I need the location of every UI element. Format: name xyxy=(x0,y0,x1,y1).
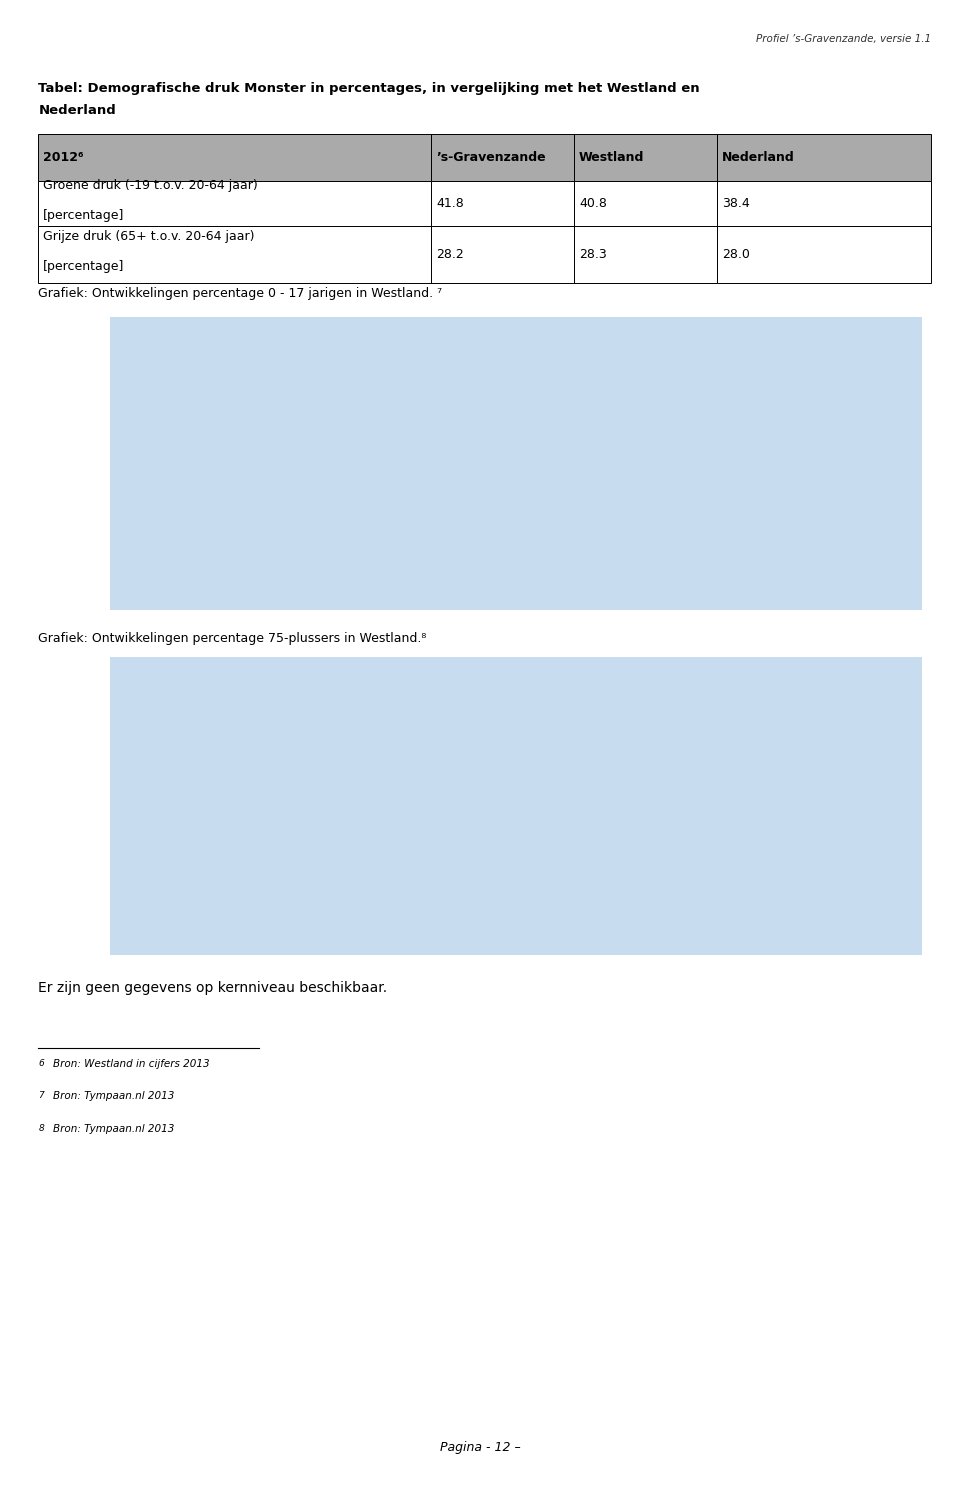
Text: Nederland: Nederland xyxy=(38,104,116,117)
Text: 40.8: 40.8 xyxy=(579,198,607,210)
Text: Grafiek: Ontwikkelingen percentage 0 - 17 jarigen in Westland. ⁷: Grafiek: Ontwikkelingen percentage 0 - 1… xyxy=(38,287,443,300)
Text: 6: 6 xyxy=(38,1059,44,1068)
Text: Tabel: Demografische druk Monster in percentages, in vergelijking met het Westla: Tabel: Demografische druk Monster in per… xyxy=(38,82,700,95)
Text: Westland: Westland xyxy=(579,152,644,164)
Text: Grafiek: Ontwikkelingen percentage 75-plussers in Westland.⁸: Grafiek: Ontwikkelingen percentage 75-pl… xyxy=(38,632,427,645)
Text: [percentage]: [percentage] xyxy=(43,210,125,222)
Title: ontwikkeling percentage 75-plussers: ontwikkeling percentage 75-plussers xyxy=(416,686,645,697)
Text: Groene druk (-19 t.o.v. 20-64 jaar): Groene druk (-19 t.o.v. 20-64 jaar) xyxy=(43,180,258,192)
Text: Bron: Tympaan.nl 2013: Bron: Tympaan.nl 2013 xyxy=(53,1091,174,1102)
Text: Grijze druk (65+ t.o.v. 20-64 jaar): Grijze druk (65+ t.o.v. 20-64 jaar) xyxy=(43,230,254,242)
Text: 8: 8 xyxy=(38,1124,44,1133)
Text: ’s-Gravenzande: ’s-Gravenzande xyxy=(436,152,545,164)
Text: Er zijn geen gegevens op kernniveau beschikbaar.: Er zijn geen gegevens op kernniveau besc… xyxy=(38,981,388,995)
Title: ontwikkeling percentage 0-17 jarigen: ontwikkeling percentage 0-17 jarigen xyxy=(414,345,647,357)
Text: 28.3: 28.3 xyxy=(579,248,607,260)
Text: 38.4: 38.4 xyxy=(722,198,750,210)
Text: Profiel ’s-Gravenzande, versie 1.1: Profiel ’s-Gravenzande, versie 1.1 xyxy=(756,34,931,45)
Text: Bron: Tympaan.nl 2013: Bron: Tympaan.nl 2013 xyxy=(53,1124,174,1135)
Text: 2012⁶: 2012⁶ xyxy=(43,152,84,164)
Text: Bron: Westland in cijfers 2013: Bron: Westland in cijfers 2013 xyxy=(53,1059,209,1069)
Text: Nederland: Nederland xyxy=(722,152,795,164)
Legend: Westland, matig stedelijke gemeenten, provincie: Westland, matig stedelijke gemeenten, pr… xyxy=(349,912,711,932)
Text: 28.0: 28.0 xyxy=(722,248,750,260)
Legend: Westland, matig stedelijke gemeenten, provincie: Westland, matig stedelijke gemeenten, pr… xyxy=(349,565,711,586)
Text: 7: 7 xyxy=(38,1091,44,1100)
Text: [percentage]: [percentage] xyxy=(43,260,125,272)
Text: 28.2: 28.2 xyxy=(436,248,464,260)
Text: Pagina - 12 –: Pagina - 12 – xyxy=(440,1441,520,1454)
Text: 41.8: 41.8 xyxy=(436,198,464,210)
